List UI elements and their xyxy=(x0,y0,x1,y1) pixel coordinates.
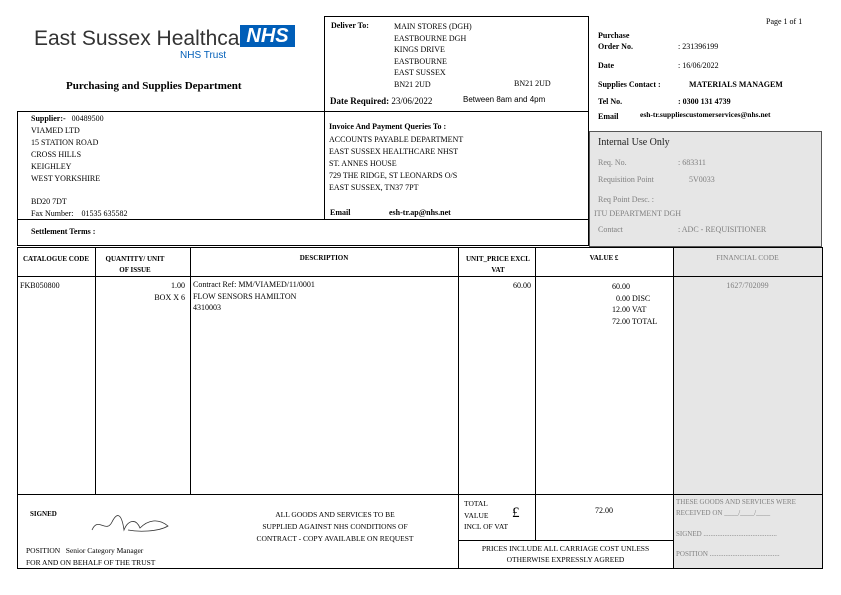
received-text: THESE GOODS AND SERVICES WERE RECEIVED ON… xyxy=(676,498,796,517)
settlement-terms: Settlement Terms : xyxy=(31,227,96,236)
quantity: 1.00 xyxy=(171,281,185,290)
order-table xyxy=(17,247,823,569)
supplies-email[interactable]: esh-tr.suppliescustomerservices@nhs.net xyxy=(640,110,771,119)
internal-contact: : ADC - REQUISITIONER xyxy=(678,225,767,234)
po-label: Purchase xyxy=(598,31,630,40)
tel-number: : 0300 131 4739 xyxy=(678,97,731,106)
order-date: : 16/06/2022 xyxy=(678,61,719,70)
supplies-contact: MATERIALS MANAGEM xyxy=(689,80,783,89)
tel-label: Tel No. xyxy=(598,97,623,106)
deliver-postcode: BN21 2UD xyxy=(514,79,551,88)
signature-image xyxy=(91,515,169,532)
supplier-code: 00489500 xyxy=(71,114,104,123)
invoice-email[interactable]: esh-tr.ap@nhs.net xyxy=(389,208,451,217)
fax-number: 01535 635582 xyxy=(81,209,128,218)
internal-title: Internal Use Only xyxy=(598,137,670,148)
req-desc: ITU DEPARTMENT DGH xyxy=(594,209,682,218)
behalf-text: FOR AND ON BEHALF OF THE TRUST xyxy=(26,558,156,567)
conditions-text: ALL GOODS AND SERVICES TO BE SUPPLIED AGA… xyxy=(256,510,414,543)
total-label: TOTAL VALUE INCL OF VAT xyxy=(464,499,509,531)
req-point: 5V0033 xyxy=(689,175,715,184)
internal-contact-label: Contact xyxy=(598,225,623,234)
date-required: 23/06/2022 xyxy=(391,96,433,106)
supplier-postcode: BD20 7DT xyxy=(31,197,67,206)
org-name: East Sussex Healthcare xyxy=(34,27,259,50)
invoice-label: Invoice And Payment Queries To : xyxy=(329,122,447,131)
po-label-2: Order No. xyxy=(598,42,633,51)
po-number: : 231396199 xyxy=(678,42,719,51)
contact-label: Supplies Contact : xyxy=(598,80,661,89)
position: Senior Category Manager xyxy=(65,546,144,555)
pound-sign: £ xyxy=(512,505,520,521)
deliver-address: MAIN STORES (DGH) EASTBOURNE DGH KINGS DRI… xyxy=(394,22,472,89)
supplier-box xyxy=(17,111,589,246)
date-required-label: Date Required: xyxy=(330,96,390,106)
header-description: DESCRIPTION xyxy=(299,254,349,262)
order-date-label: Date xyxy=(598,61,614,70)
deliver-label: Deliver To: xyxy=(331,21,369,30)
req-desc-label: Req Point Desc. : xyxy=(598,195,654,204)
supplier-label: Supplier:- xyxy=(31,114,66,123)
fax-label: Fax Number: xyxy=(31,209,74,218)
header-unit-price: UNIT_PRICE EXCL VAT xyxy=(466,255,530,274)
header-catalogue: CATALOGUE CODE xyxy=(22,255,90,263)
req-label: Req. No. xyxy=(598,158,627,167)
req-point-label: Requisition Point xyxy=(598,175,654,184)
department: Purchasing and Supplies Department xyxy=(66,80,242,92)
req-number: : 683311 xyxy=(678,158,706,167)
value-breakdown: 60.00 0.00 DISC 12.00 VAT 72.00 TOTAL xyxy=(612,282,658,326)
received-position: POSITION ...............................… xyxy=(676,550,780,558)
unit-price: 60.00 xyxy=(513,281,531,290)
delivery-time: Between 8am and 4pm xyxy=(463,95,546,104)
financial-code: 1627/702099 xyxy=(726,281,769,290)
header-quantity: QUANTITY/ UNIT OF ISSUE xyxy=(105,255,165,274)
prices-note: PRICES INCLUDE ALL CARRIAGE COST UNLESS O… xyxy=(481,544,650,564)
internal-use-panel xyxy=(589,131,822,247)
invoice-email-label: Email xyxy=(330,208,351,217)
total-value: 72.00 xyxy=(595,506,613,515)
nhs-logo: NHS xyxy=(240,25,295,47)
signed-label: SIGNED xyxy=(30,510,57,518)
page-number: Page 1 of 1 xyxy=(766,17,803,26)
header-financial-code: FINANCIAL CODE xyxy=(716,253,779,262)
unit-of-issue: BOX X 6 xyxy=(154,293,185,302)
description: Contract Ref: MM/VIAMED/11/0001 FLOW SENS… xyxy=(193,280,315,312)
catalogue-code: FKB050800 xyxy=(20,281,60,290)
invoice-address: ACCOUNTS PAYABLE DEPARTMENT EAST SUSSEX H… xyxy=(329,135,464,192)
supplier-address: VIAMED LTD 15 STATION ROAD CROSS HILLS KEIG… xyxy=(31,126,101,183)
trust-name: NHS Trust xyxy=(180,50,227,61)
received-signed: SIGNED .................................… xyxy=(676,530,777,538)
position-label: POSITION xyxy=(26,546,61,555)
email-label: Email xyxy=(598,112,619,121)
header-value: VALUE £ xyxy=(589,254,619,262)
